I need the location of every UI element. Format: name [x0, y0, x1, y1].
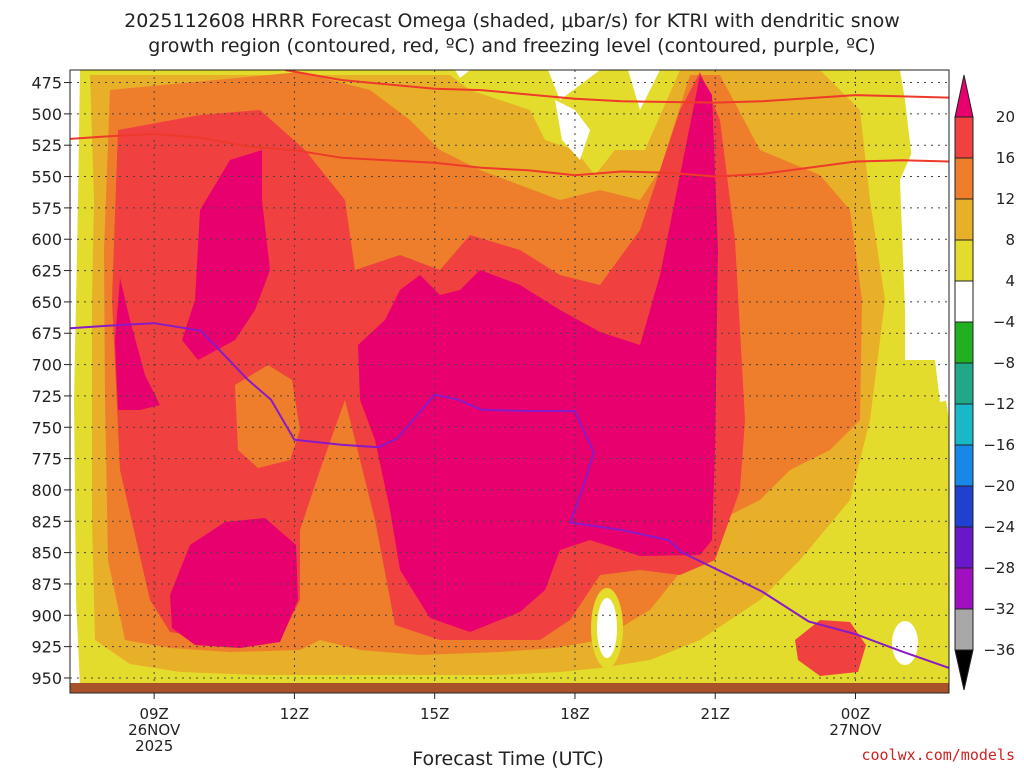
contour-0	[284, 70, 949, 104]
colorbar-swatch	[954, 198, 974, 241]
colorbar-swatch	[954, 608, 974, 651]
colorbar-label: 16	[996, 149, 1015, 167]
colorbar-label: −16	[983, 436, 1015, 454]
contour-lines	[70, 70, 949, 669]
y-tick-label: 600	[31, 230, 62, 249]
colorbar-swatch	[954, 321, 974, 364]
y-tick-label: 575	[31, 199, 62, 218]
omega-orange-notch	[235, 365, 300, 468]
y-tick-label: 925	[31, 638, 62, 657]
contour-1	[70, 132, 949, 178]
colorbar-label: −36	[983, 641, 1015, 659]
x-tick-label: 12Z	[280, 705, 309, 723]
y-tick-label: 875	[31, 575, 62, 594]
chart-title-line-2: growth region (contoured, red, ºC) and f…	[148, 35, 875, 57]
colorbar-swatch	[954, 567, 974, 610]
y-tick-label: 675	[31, 324, 62, 343]
y-tick-label: 775	[31, 450, 62, 469]
plot-area	[70, 70, 949, 693]
contour-2	[70, 322, 949, 669]
omega-white-core-01z	[892, 621, 918, 665]
x-tick-label: 00Z	[841, 705, 870, 723]
omega-above-20-east-lower	[795, 620, 866, 676]
colorbar-label: −4	[993, 313, 1015, 331]
omega-shading	[74, 70, 949, 686]
colorbar-label: −32	[983, 600, 1015, 618]
colorbar-label: 8	[1005, 231, 1015, 249]
y-tick-label: 825	[31, 512, 62, 531]
y-tick-label: 650	[31, 293, 62, 312]
omega-above-20-12z-upper	[182, 150, 270, 360]
y-axis: 475 500 525 550 575 600 625 650 675 700 725 750 775 8…	[31, 74, 70, 688]
y-tick-label: 850	[31, 544, 62, 563]
x-tick-date: 27NOV	[829, 721, 882, 739]
x-tick-date: 26NOV	[128, 721, 181, 739]
omega-above-20-west-upper	[115, 278, 160, 410]
x-tick-label: 18Z	[560, 705, 589, 723]
y-tick-label: 700	[31, 356, 62, 375]
colorbar-swatch	[954, 444, 974, 487]
y-tick-label: 725	[31, 387, 62, 406]
omega-white-gap-right	[900, 150, 949, 402]
y-tick-label: 750	[31, 418, 62, 437]
colorbar-bottom-arrow	[954, 649, 974, 691]
omega-above-20-main	[358, 75, 718, 632]
credit-text: coolwx.com/models	[861, 746, 1015, 764]
chart-title-line-1: 2025112608 HRRR Forecast Omega (shaded, …	[124, 10, 900, 32]
x-tick-label: 09Z	[139, 705, 168, 723]
y-tick-label: 475	[31, 74, 62, 93]
colorbar-swatch	[954, 280, 974, 323]
colorbar-swatch	[954, 485, 974, 528]
colorbar-label: −8	[993, 354, 1015, 372]
colorbar-top-arrow	[954, 74, 974, 118]
x-axis-title: Forecast Time (UTC)	[412, 748, 603, 768]
colorbar-label: −20	[983, 477, 1015, 495]
colorbar-label: −28	[983, 559, 1015, 577]
y-tick-label: 525	[31, 136, 62, 155]
y-tick-label: 625	[31, 262, 62, 281]
colorbar-label: −12	[983, 395, 1015, 413]
colorbar: 20 16 12 8 4 −4 −8 −12 −16 −20 −24 −28 −32 −36	[954, 74, 1015, 691]
colorbar-swatch	[954, 526, 974, 569]
ground-band	[70, 682, 949, 693]
x-tick-label: 21Z	[701, 705, 730, 723]
colorbar-swatch	[954, 157, 974, 200]
colorbar-label: 20	[996, 108, 1015, 126]
colorbar-label: 4	[1005, 272, 1015, 290]
y-tick-label: 950	[31, 669, 62, 688]
plot-frame	[69, 69, 950, 694]
colorbar-swatch	[954, 362, 974, 405]
y-tick-label: 500	[31, 105, 62, 124]
x-tick-label: 15Z	[420, 705, 449, 723]
x-tick-year: 2025	[135, 737, 173, 755]
colorbar-swatch	[954, 403, 974, 446]
y-tick-label: 900	[31, 606, 62, 625]
y-tick-label: 800	[31, 481, 62, 500]
colorbar-label: −24	[983, 518, 1015, 536]
colorbar-swatch	[954, 239, 974, 282]
y-tick-label: 550	[31, 168, 62, 187]
colorbar-label: 12	[996, 190, 1015, 208]
omega-white-core-19z	[597, 598, 617, 658]
grid-lines	[70, 70, 949, 693]
colorbar-swatch	[954, 116, 974, 159]
